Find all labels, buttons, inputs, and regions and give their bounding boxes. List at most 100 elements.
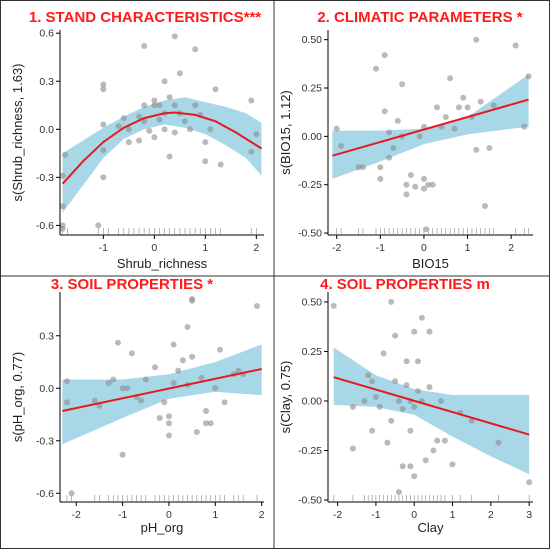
data-point xyxy=(386,129,393,136)
x-tick-label: 0 xyxy=(166,509,172,521)
data-point xyxy=(189,353,196,360)
y-tick-label: -0.25 xyxy=(298,445,322,457)
data-point xyxy=(151,102,158,109)
data-point xyxy=(152,364,158,371)
data-point xyxy=(217,161,224,168)
data-point xyxy=(166,432,172,439)
y-axis-title: s(Clay, 0.75) xyxy=(278,361,293,434)
data-point xyxy=(426,384,433,391)
panel-title: 1. STAND CHARACTERISTICS*** xyxy=(29,9,261,26)
data-point xyxy=(434,437,441,444)
x-tick-label: -1 xyxy=(99,242,108,254)
panel-title: 4. SOIL PROPERTIES m xyxy=(320,276,490,293)
y-tick-label: 0.25 xyxy=(302,83,323,95)
data-point xyxy=(407,172,414,178)
x-tick-label: 1 xyxy=(450,509,456,521)
data-point xyxy=(449,461,456,468)
data-point xyxy=(156,415,163,421)
y-tick-label: 0.50 xyxy=(302,296,323,308)
x-axis-title: Shrub_richness xyxy=(117,256,208,271)
y-axis-title: s(BIO15, 1.12) xyxy=(278,90,293,175)
data-point xyxy=(525,73,532,80)
fit-line xyxy=(61,111,263,185)
data-point xyxy=(59,203,66,210)
data-point xyxy=(120,115,127,122)
data-point xyxy=(369,378,376,385)
data-point xyxy=(412,183,419,190)
data-point xyxy=(125,126,132,133)
data-point xyxy=(495,439,502,446)
data-point xyxy=(198,374,205,381)
data-point xyxy=(384,439,391,446)
data-point xyxy=(95,222,102,229)
x-tick-label: 1 xyxy=(202,242,208,254)
x-tick-label: 1 xyxy=(465,242,471,254)
data-point xyxy=(161,126,168,133)
x-tick-label: -2 xyxy=(332,242,341,254)
y-tick-label: -0.50 xyxy=(298,495,322,507)
data-point xyxy=(330,302,337,309)
data-point xyxy=(115,339,121,346)
data-point xyxy=(207,420,214,427)
data-point xyxy=(490,102,497,109)
data-point xyxy=(187,126,193,133)
data-point xyxy=(418,314,425,321)
data-point xyxy=(254,303,260,309)
data-point xyxy=(460,94,467,101)
data-point xyxy=(521,123,528,130)
confidence-band xyxy=(333,347,530,475)
data-point xyxy=(473,146,480,153)
data-point xyxy=(64,378,70,385)
data-point xyxy=(365,372,372,379)
data-point xyxy=(403,382,410,389)
data-point xyxy=(142,376,149,383)
data-point xyxy=(175,367,182,374)
data-point xyxy=(119,451,126,458)
data-point xyxy=(124,385,131,392)
y-tick-label: -0.6 xyxy=(36,220,54,232)
data-point xyxy=(100,174,107,181)
data-point xyxy=(170,341,177,348)
data-point xyxy=(411,473,418,480)
data-point xyxy=(392,378,399,385)
data-point xyxy=(217,346,223,353)
data-point xyxy=(526,479,533,486)
x-tick-label: 3 xyxy=(526,509,532,521)
data-point xyxy=(407,463,414,470)
data-point xyxy=(181,118,188,125)
data-point xyxy=(192,102,199,109)
x-tick-label: -2 xyxy=(72,509,81,521)
data-point xyxy=(59,172,66,179)
data-point xyxy=(486,145,493,151)
data-point xyxy=(399,81,406,88)
data-point xyxy=(151,134,158,141)
x-tick-label: 2 xyxy=(508,242,514,254)
data-point xyxy=(128,350,135,357)
y-tick-label: -0.25 xyxy=(298,179,322,191)
data-point xyxy=(166,94,173,101)
data-point xyxy=(399,405,406,412)
x-tick-label: 0 xyxy=(421,242,427,254)
data-point xyxy=(426,328,433,335)
data-point xyxy=(399,463,406,470)
y-tick-label: -0.6 xyxy=(36,488,54,500)
data-point xyxy=(447,75,454,82)
data-point xyxy=(380,350,387,357)
data-point xyxy=(248,148,255,155)
data-point xyxy=(100,147,107,154)
data-point xyxy=(248,97,255,104)
data-point xyxy=(136,137,143,144)
data-point xyxy=(203,420,209,427)
y-tick-label: 0.00 xyxy=(302,395,323,407)
data-point xyxy=(189,297,196,304)
data-point xyxy=(212,86,219,93)
data-point xyxy=(333,125,340,132)
y-tick-label: 0.3 xyxy=(39,76,54,88)
data-point xyxy=(166,420,172,427)
data-point xyxy=(512,42,519,49)
y-tick-label: 0.0 xyxy=(39,383,54,395)
data-point xyxy=(355,164,362,171)
data-point xyxy=(100,81,107,88)
data-point xyxy=(415,388,421,395)
data-point xyxy=(110,376,117,383)
